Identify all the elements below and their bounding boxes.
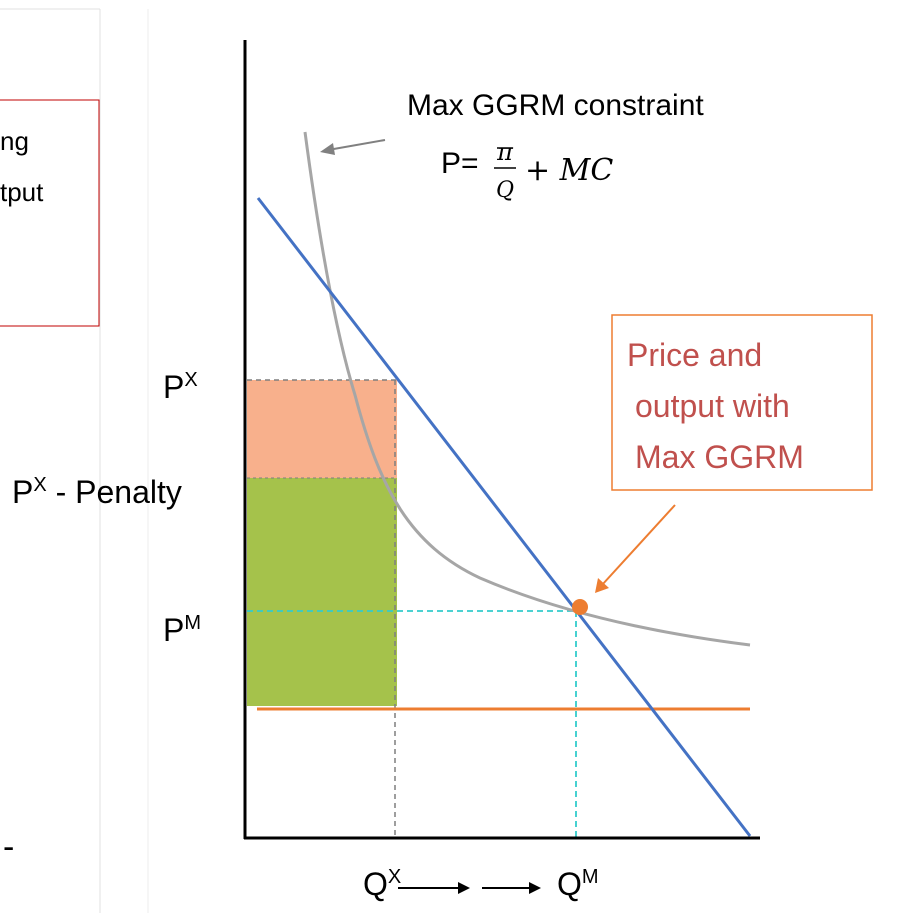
demand-line — [256, 197, 752, 837]
constraint-pointer-arrowhead — [320, 143, 335, 155]
callout-line-3: Max GGRM — [635, 439, 804, 475]
movement-arrow-2-head — [529, 882, 541, 894]
left-box-line-1: ng — [0, 126, 29, 156]
formula-numerator: π — [496, 138, 514, 166]
ggrm-constraint-curve — [303, 131, 751, 647]
callout-pointer-line — [601, 504, 676, 586]
label-px-penalty: PX - Penalty — [12, 474, 182, 510]
revenue-area — [247, 478, 397, 706]
label-pm: PM — [163, 612, 201, 648]
callout-box — [611, 314, 873, 491]
left-text-box — [0, 99, 100, 327]
callout-line-1: Price and — [627, 337, 762, 373]
label-qm: QM — [557, 866, 599, 902]
constraint-pointer-line — [327, 139, 386, 151]
label-qx: QX — [363, 866, 401, 902]
penalty-area — [247, 380, 397, 478]
formula-prefix: P= — [441, 147, 479, 180]
constraint-title: Max GGRM constraint — [407, 89, 704, 122]
callout-pointer-arrowhead — [595, 578, 609, 593]
equilibrium-point — [572, 599, 588, 615]
left-dash: - — [3, 828, 14, 866]
movement-arrow-1-head — [458, 882, 470, 894]
left-box-line-2: tput — [0, 177, 44, 207]
callout-line-2: output with — [635, 388, 790, 424]
label-px: PX — [163, 369, 198, 405]
formula-suffix: + MC — [525, 153, 613, 188]
formula-denominator: Q — [496, 178, 514, 203]
